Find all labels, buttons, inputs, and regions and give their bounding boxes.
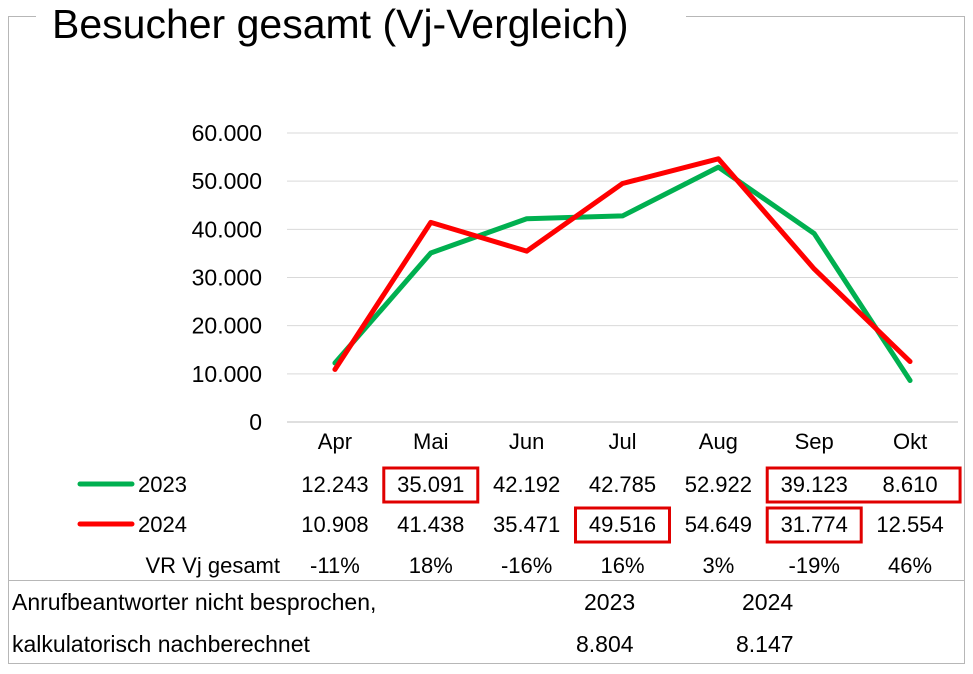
data-label: 42.785 bbox=[589, 472, 656, 497]
data-label: 12.243 bbox=[301, 472, 368, 497]
data-label: 42.192 bbox=[493, 472, 560, 497]
data-label: 52.922 bbox=[685, 472, 752, 497]
highlight-box-mai-2023 bbox=[382, 466, 480, 504]
legend-label: 2024 bbox=[138, 512, 187, 537]
y-tick-label: 0 bbox=[249, 409, 262, 435]
chart-title: Besucher gesamt (Vj-Vergleich) bbox=[52, 1, 629, 47]
series-line-2023 bbox=[332, 164, 913, 384]
change-value: -19% bbox=[789, 553, 840, 578]
highlight-box-sep-2024 bbox=[765, 506, 863, 544]
footer-year-2023: 2023 bbox=[584, 589, 636, 615]
x-tick-label: Jun bbox=[509, 429, 544, 454]
change-value: -16% bbox=[501, 553, 552, 578]
data-label: 49.516 bbox=[589, 512, 656, 537]
data-label: 10.908 bbox=[301, 512, 368, 537]
change-value: 46% bbox=[888, 553, 932, 578]
y-tick-label: 50.000 bbox=[192, 168, 262, 194]
data-label: 39.123 bbox=[781, 472, 848, 497]
footer-value-2023: 8.804 bbox=[576, 631, 634, 657]
highlight-box-jul-2024 bbox=[574, 506, 671, 544]
y-tick-label: 20.000 bbox=[192, 313, 262, 339]
data-label: 31.774 bbox=[781, 512, 848, 537]
y-tick-label: 40.000 bbox=[192, 216, 262, 242]
legend-label: 2023 bbox=[138, 472, 187, 497]
x-tick-label: Apr bbox=[318, 429, 352, 454]
footer-value-2024: 8.147 bbox=[736, 631, 794, 657]
data-label: 35.471 bbox=[493, 512, 560, 537]
y-tick-label: 10.000 bbox=[192, 361, 262, 387]
change-value: -11% bbox=[310, 553, 360, 578]
x-tick-label: Aug bbox=[699, 429, 738, 454]
change-value: 18% bbox=[409, 553, 453, 578]
footer-line-2: kalkulatorisch nachberechnet bbox=[12, 631, 310, 657]
footer-line-1: Anrufbeantworter nicht besprochen, bbox=[12, 589, 377, 615]
change-value: 3% bbox=[702, 553, 734, 578]
data-label: 8.610 bbox=[883, 472, 938, 497]
change-value: 16% bbox=[600, 553, 644, 578]
x-tick-label: Okt bbox=[893, 429, 927, 454]
data-label: 12.554 bbox=[876, 512, 943, 537]
change-row-label: VR Vj gesamt bbox=[146, 553, 281, 578]
y-tick-label: 30.000 bbox=[192, 265, 262, 291]
title-background bbox=[36, 0, 686, 46]
data-label: 54.649 bbox=[685, 512, 752, 537]
data-label: 35.091 bbox=[397, 472, 464, 497]
y-tick-label: 60.000 bbox=[192, 120, 262, 146]
footer-year-2024: 2024 bbox=[742, 589, 794, 615]
footer-note: Anrufbeantworter nicht besprochen, kalku… bbox=[8, 580, 965, 665]
x-tick-label: Sep bbox=[795, 429, 834, 454]
x-tick-label: Mai bbox=[413, 429, 448, 454]
data-label: 41.438 bbox=[397, 512, 464, 537]
highlight-box-sep-okt-2023 bbox=[765, 466, 962, 504]
x-tick-label: Jul bbox=[608, 429, 636, 454]
